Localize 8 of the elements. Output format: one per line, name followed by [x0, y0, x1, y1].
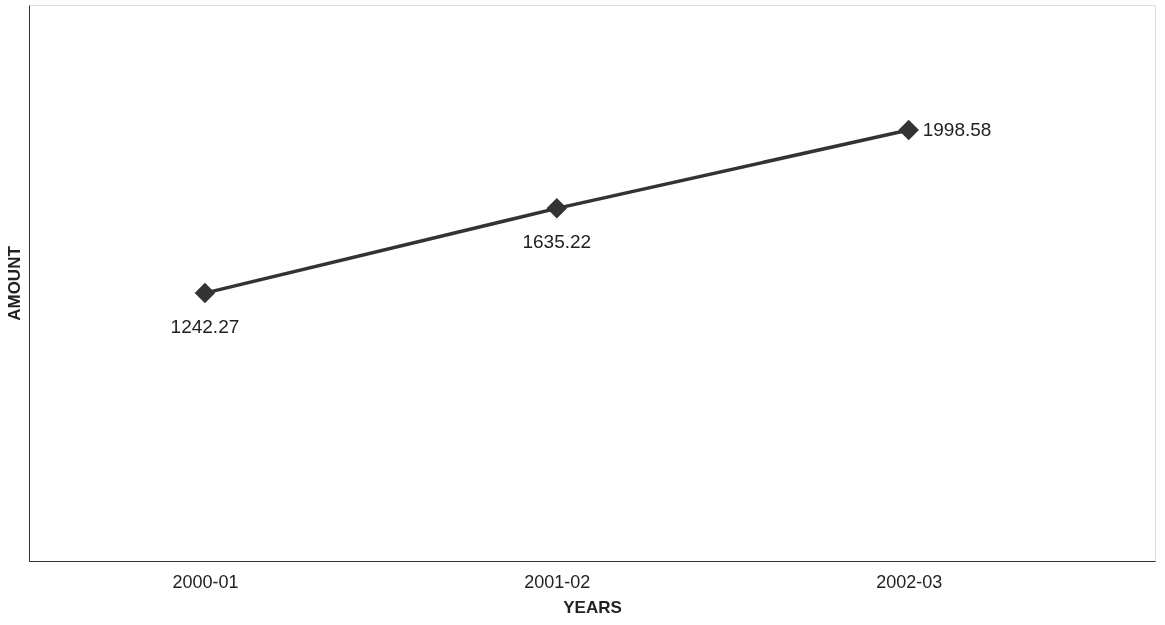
- x-tick-label: 2000-01: [172, 571, 239, 592]
- x-tick-label: 2002-03: [876, 571, 943, 592]
- data-label: 1242.27: [170, 316, 240, 338]
- y-axis-title: AMOUNT: [4, 245, 24, 321]
- x-axis-title: YEARS: [563, 597, 622, 617]
- data-label: 1998.58: [922, 118, 992, 140]
- x-tick-label: 2001-02: [524, 571, 591, 592]
- data-label: 1635.22: [522, 231, 592, 253]
